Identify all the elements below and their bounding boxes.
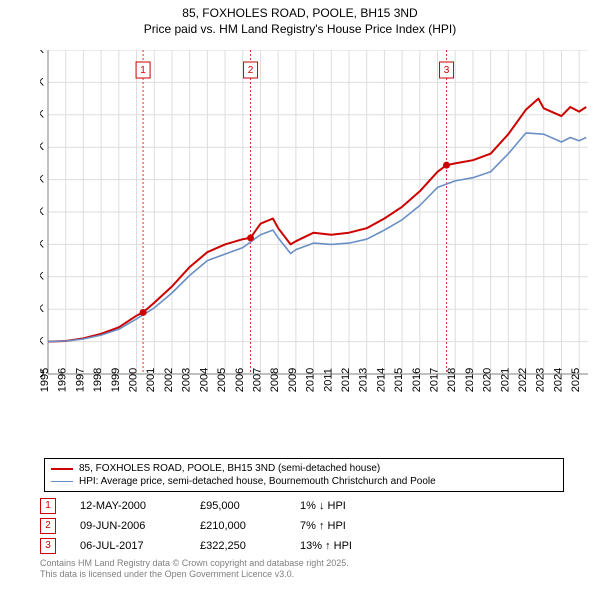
svg-text:2012: 2012	[340, 368, 352, 392]
event-row: 3 06-JUL-2017 £322,250 13% ↑ HPI	[40, 536, 420, 556]
svg-text:£450K: £450K	[40, 76, 45, 88]
event-diff: 1% ↓ HPI	[300, 500, 420, 512]
svg-text:3: 3	[444, 65, 450, 76]
svg-text:2017: 2017	[429, 368, 441, 392]
svg-text:2004: 2004	[198, 368, 210, 392]
title-line1: 85, FOXHOLES ROAD, POOLE, BH15 3ND	[0, 6, 600, 22]
event-date: 09-JUN-2006	[80, 520, 200, 532]
svg-text:2025: 2025	[570, 368, 582, 392]
svg-text:£250K: £250K	[40, 206, 45, 218]
legend-item-hpi: HPI: Average price, semi-detached house,…	[51, 475, 557, 488]
title-line2: Price paid vs. HM Land Registry's House …	[0, 22, 600, 38]
svg-text:2011: 2011	[322, 368, 334, 392]
footer-line2: This data is licensed under the Open Gov…	[40, 569, 349, 580]
svg-text:2007: 2007	[251, 368, 263, 392]
svg-text:1997: 1997	[74, 368, 86, 392]
legend-swatch	[51, 468, 73, 470]
legend-item-price-paid: 85, FOXHOLES ROAD, POOLE, BH15 3ND (semi…	[51, 462, 557, 475]
svg-text:£400K: £400K	[40, 109, 45, 121]
svg-text:£500K: £500K	[40, 50, 45, 56]
svg-text:2005: 2005	[216, 368, 228, 392]
svg-text:2014: 2014	[375, 368, 387, 392]
event-date: 06-JUL-2017	[80, 540, 200, 552]
svg-text:£100K: £100K	[40, 303, 45, 315]
svg-text:2020: 2020	[482, 368, 494, 392]
svg-text:2016: 2016	[411, 368, 423, 392]
svg-text:2008: 2008	[269, 368, 281, 392]
event-price: £210,000	[200, 520, 300, 532]
svg-text:£350K: £350K	[40, 141, 45, 153]
svg-text:2019: 2019	[464, 368, 476, 392]
event-table: 1 12-MAY-2000 £95,000 1% ↓ HPI 2 09-JUN-…	[40, 496, 420, 556]
svg-text:1996: 1996	[57, 368, 69, 392]
event-badge: 3	[40, 538, 56, 554]
svg-text:2002: 2002	[163, 368, 175, 392]
svg-text:2023: 2023	[535, 368, 547, 392]
svg-text:2: 2	[248, 65, 254, 76]
event-date: 12-MAY-2000	[80, 500, 200, 512]
footer-line1: Contains HM Land Registry data © Crown c…	[40, 558, 349, 569]
svg-text:2015: 2015	[393, 368, 405, 392]
legend: 85, FOXHOLES ROAD, POOLE, BH15 3ND (semi…	[44, 458, 564, 492]
legend-label: 85, FOXHOLES ROAD, POOLE, BH15 3ND (semi…	[79, 463, 380, 474]
event-price: £322,250	[200, 540, 300, 552]
svg-text:2010: 2010	[305, 368, 317, 392]
svg-text:2001: 2001	[145, 368, 157, 392]
svg-text:2003: 2003	[181, 368, 193, 392]
price-chart: £0£50K£100K£150K£200K£250K£300K£350K£400…	[40, 50, 588, 410]
svg-text:2013: 2013	[358, 368, 370, 392]
svg-text:£200K: £200K	[40, 238, 45, 250]
event-row: 2 09-JUN-2006 £210,000 7% ↑ HPI	[40, 516, 420, 536]
svg-text:2006: 2006	[234, 368, 246, 392]
svg-text:2022: 2022	[517, 368, 529, 392]
event-diff: 13% ↑ HPI	[300, 540, 420, 552]
svg-text:£150K: £150K	[40, 271, 45, 283]
event-row: 1 12-MAY-2000 £95,000 1% ↓ HPI	[40, 496, 420, 516]
svg-text:2009: 2009	[287, 368, 299, 392]
svg-text:£300K: £300K	[40, 174, 45, 186]
svg-text:2000: 2000	[128, 368, 140, 392]
event-diff: 7% ↑ HPI	[300, 520, 420, 532]
footer: Contains HM Land Registry data © Crown c…	[40, 558, 349, 581]
svg-text:2018: 2018	[446, 368, 458, 392]
svg-text:1999: 1999	[110, 368, 122, 392]
legend-swatch	[51, 481, 73, 482]
chart-title: 85, FOXHOLES ROAD, POOLE, BH15 3ND Price…	[0, 0, 600, 37]
svg-text:£50K: £50K	[40, 336, 45, 348]
svg-text:1: 1	[140, 65, 146, 76]
event-badge: 1	[40, 498, 56, 514]
event-price: £95,000	[200, 500, 300, 512]
svg-text:2021: 2021	[499, 368, 511, 392]
event-badge: 2	[40, 518, 56, 534]
svg-text:1998: 1998	[92, 368, 104, 392]
svg-text:1995: 1995	[40, 368, 51, 392]
legend-label: HPI: Average price, semi-detached house,…	[79, 476, 436, 487]
chart-svg: £0£50K£100K£150K£200K£250K£300K£350K£400…	[40, 50, 588, 410]
svg-text:2024: 2024	[552, 368, 564, 392]
